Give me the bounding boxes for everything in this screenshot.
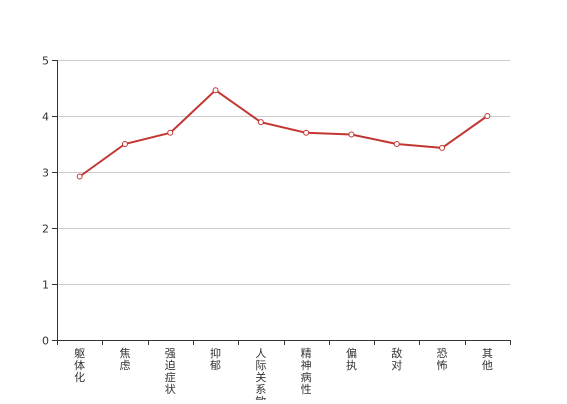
- x-tick-label: 强迫症状: [165, 347, 176, 396]
- data-point[interactable]: [484, 113, 491, 119]
- data-point[interactable]: [121, 141, 128, 147]
- x-tick-label: 其他: [482, 347, 493, 372]
- y-tick-label: 2: [42, 223, 49, 236]
- y-tick-label: 0: [42, 335, 49, 348]
- y-tick-label: 5: [42, 55, 49, 68]
- axes: [52, 60, 511, 345]
- x-tick-label: 躯体化: [74, 347, 85, 384]
- x-tick-label: 抑郁: [210, 346, 221, 372]
- y-tick-label: 4: [42, 111, 49, 124]
- y-axis-tick-labels: 0 1 2 3 4 5: [42, 55, 49, 348]
- data-point[interactable]: [76, 173, 83, 180]
- data-point[interactable]: [439, 144, 446, 151]
- y-tick-label: 3: [42, 167, 49, 180]
- x-tick-label: 精神病性: [301, 347, 312, 396]
- data-point[interactable]: [348, 131, 355, 138]
- data-point[interactable]: [393, 141, 400, 147]
- data-point[interactable]: [257, 119, 264, 126]
- x-tick-label: 恐怖: [437, 347, 448, 372]
- x-tick-label: 焦虑: [119, 347, 130, 372]
- data-point[interactable]: [167, 129, 174, 136]
- series-line: [79, 89, 488, 178]
- series: [76, 87, 491, 180]
- x-tick-label: 偏执: [346, 346, 357, 372]
- x-tick-label: 人际关系敏感: [255, 347, 266, 400]
- data-point[interactable]: [303, 129, 310, 136]
- x-tick-label: 敌对: [391, 346, 402, 372]
- x-axis-tick-labels: 躯体化 焦虑 强迫症状 抑郁 人际关系敏感 精神病性 偏执 敌对 恐怖 其他: [74, 346, 493, 404]
- y-tick-label: 1: [42, 279, 49, 292]
- grid-lines: [57, 60, 510, 285]
- data-point[interactable]: [212, 87, 219, 94]
